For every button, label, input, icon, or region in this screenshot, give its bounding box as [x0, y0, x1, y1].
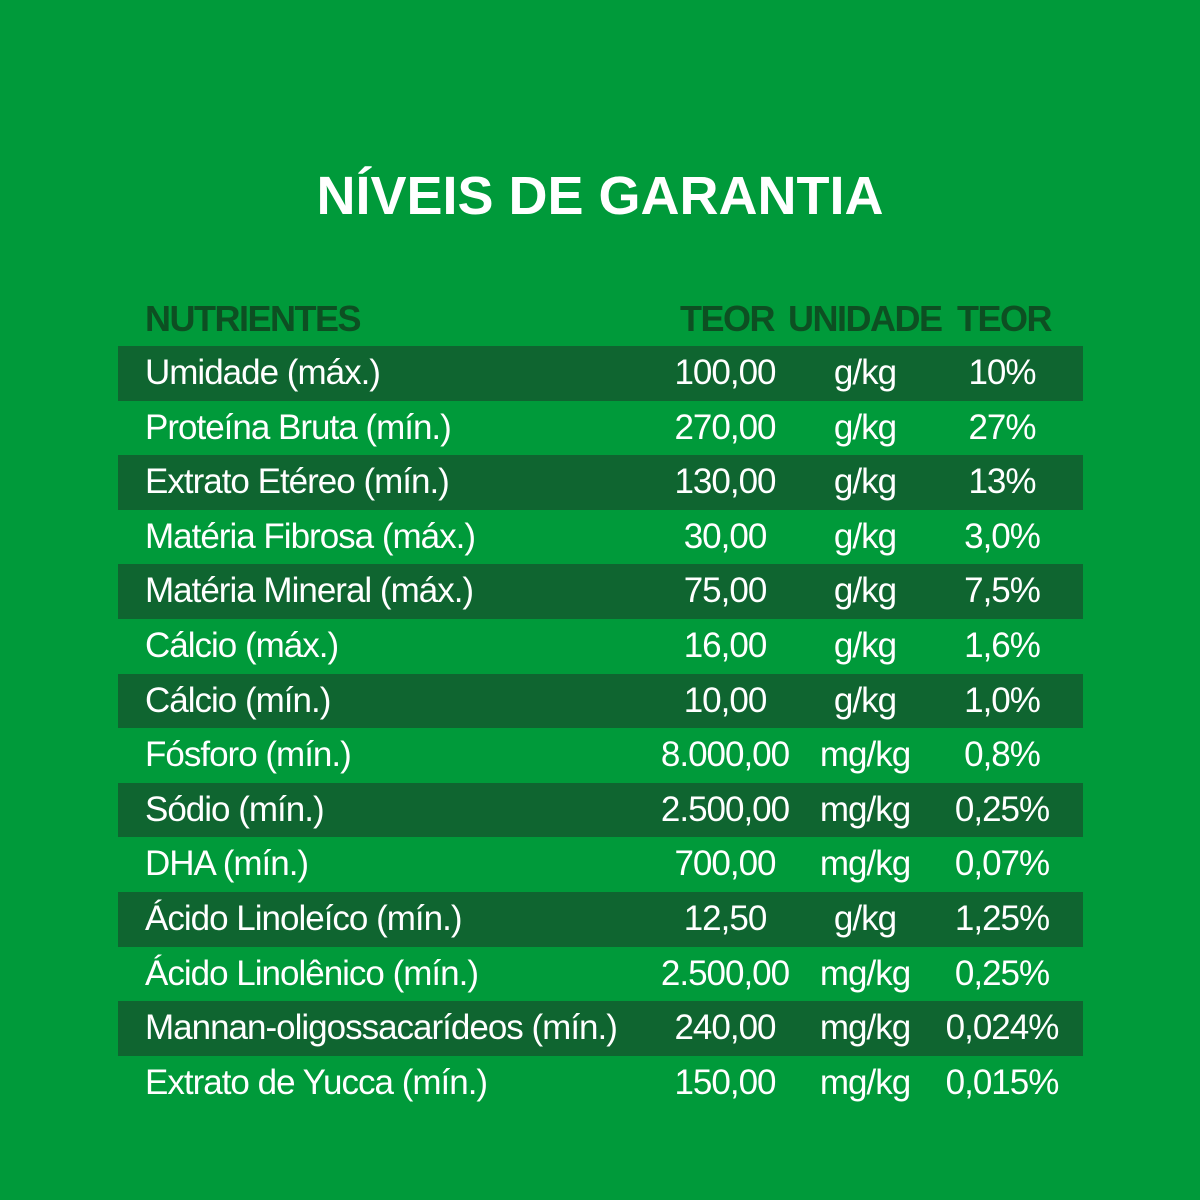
nutrient-name: Matéria Mineral (máx.) — [145, 571, 474, 611]
table-row: Sódio (mín.) 2.500,00 mg/kg 0,25% — [118, 782, 1083, 838]
table-row: Ácido Linoleíco (mín.) 12,50 g/kg 1,25% — [118, 891, 1083, 947]
table-row: Proteína Bruta (mín.) 270,00 g/kg 27% — [145, 407, 1037, 447]
nutrient-name: Umidade (máx.) — [145, 353, 381, 392]
nutrient-name: Extrato Etéreo (mín.) — [145, 462, 450, 502]
nutrient-name: Fósforo (mín.) — [145, 735, 352, 775]
nutrient-name: Proteína Bruta (mín.) — [145, 407, 452, 447]
header-value: TEOR — [680, 298, 776, 339]
nutrient-name: Cálcio (máx.) — [145, 625, 339, 665]
table-row: Umidade (máx.) 100,00 g/kg 10% — [118, 346, 1083, 401]
table-row: Mannan-oligossacarídeos (mín.) 240,00 mg/k… — [118, 1001, 1083, 1056]
table-row: DHA (mín.) 700,00 mg/kg 0,07% — [145, 844, 1050, 884]
table-header: NUTRIENTES TEOR UNIDADE TEOR — [0, 298, 1200, 342]
nutrient-name: Ácido Linolênico (mín.) — [145, 953, 479, 993]
table-row: Cálcio (máx.) 16,00 g/kg 1,6% — [145, 625, 1041, 665]
table-row: Matéria Mineral (máx.) 75,00 g/kg 7,5% — [118, 564, 1083, 619]
page-title: NÍVEIS DE GARANTIA — [316, 166, 884, 226]
nutrient-name: Mannan-oligossacarídeos (mín.) — [145, 1008, 618, 1048]
header-nutrients: NUTRIENTES — [145, 298, 362, 339]
header-percent: TEOR — [957, 298, 1053, 339]
nutrient-name: Sódio (mín.) — [145, 789, 325, 829]
nutrient-name: Cálcio (mín.) — [145, 680, 331, 720]
table-row: Matéria Fibrosa (máx.) 30,00 g/kg 3,0% — [145, 516, 1041, 556]
nutrient-name: Extrato de Yucca (mín.) — [145, 1062, 488, 1102]
table-row: Fósforo (mín.) 8.000,00 mg/kg 0,8% — [145, 735, 1041, 775]
table-row: Ácido Linolênico (mín.) 2.500,00 mg/kg 0,25… — [145, 953, 1050, 993]
header-unit: UNIDADE — [788, 298, 943, 339]
nutrient-name: DHA (mín.) — [145, 844, 309, 884]
table-row: Cálcio (mín.) 10,00 g/kg 1,0% — [118, 673, 1083, 729]
nutrient-name: Ácido Linoleíco (mín.) — [145, 898, 462, 938]
table-row: Extrato de Yucca (mín.) 150,00 mg/kg 0,015% — [145, 1062, 1059, 1102]
table-row: Extrato Etéreo (mín.) 130,00 g/kg 13% — [118, 455, 1083, 510]
nutrient-name: Matéria Fibrosa (máx.) — [145, 516, 476, 556]
nutrient-table: Umidade (máx.) 100,00 g/kg 10% Proteína Brut… — [118, 346, 1083, 1110]
